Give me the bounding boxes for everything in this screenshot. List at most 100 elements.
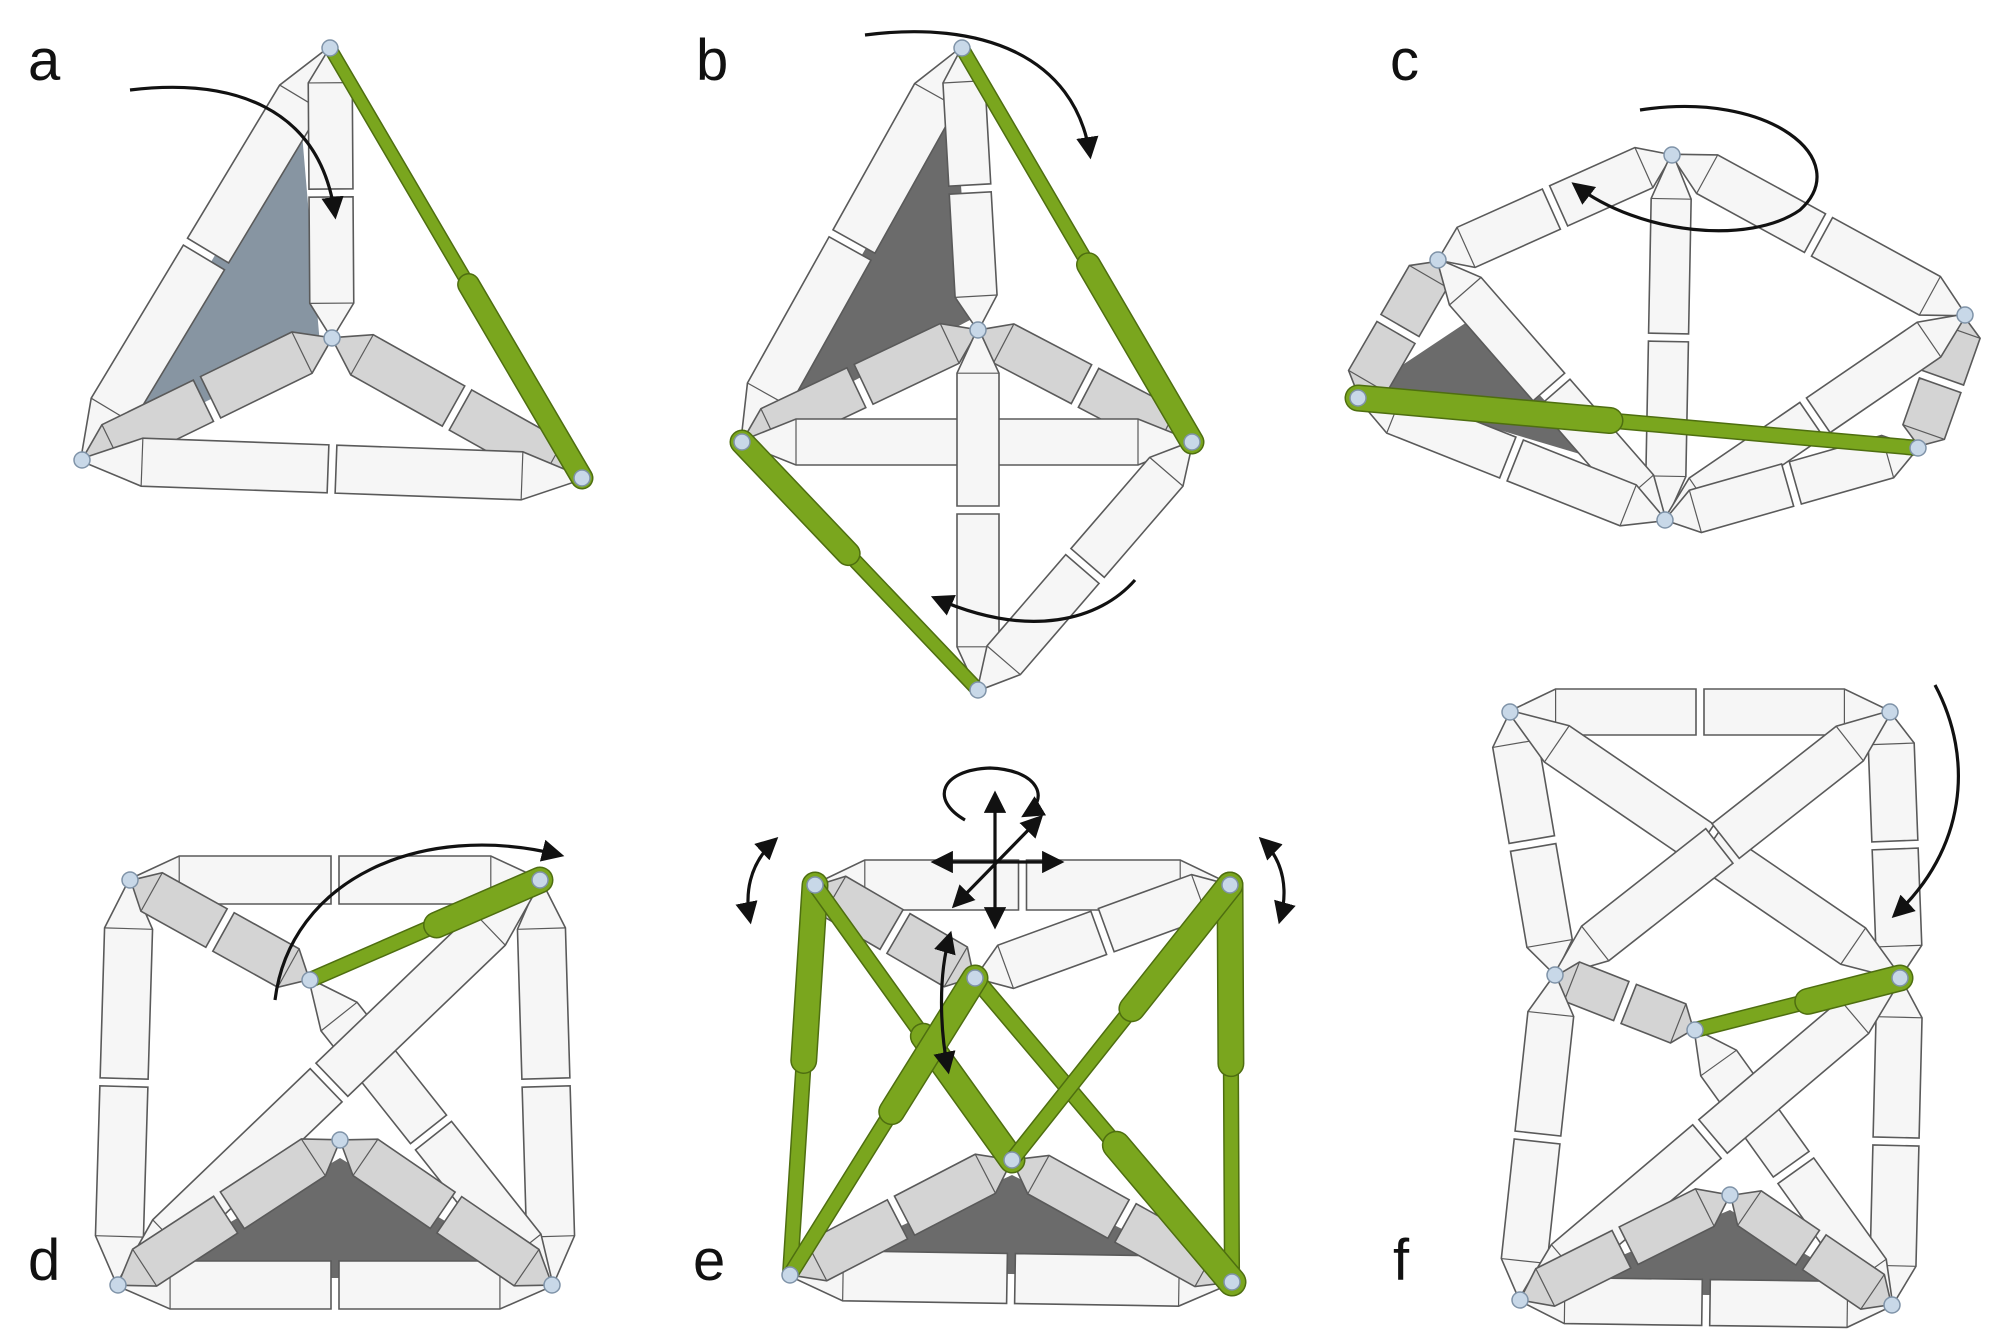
panel-d-structure <box>94 855 576 1310</box>
strut-seam <box>986 645 1021 676</box>
strut-seam <box>1619 484 1637 527</box>
strut-seam <box>1694 1188 1715 1227</box>
shaded-face <box>1535 1210 1880 1298</box>
strut-seam <box>1526 938 1573 948</box>
strut-segment <box>333 333 466 428</box>
white-strut <box>307 51 355 335</box>
panel-e-structure <box>781 859 1247 1307</box>
panel-c: c <box>1344 28 1981 534</box>
strut-seam <box>1840 927 1867 965</box>
strut-seam <box>1868 742 1915 746</box>
green-strut-sleeve <box>1346 386 1622 433</box>
panel-label-b: b <box>696 28 728 93</box>
joint-node <box>966 969 984 987</box>
panel-label-c: c <box>1390 28 1419 93</box>
joint-node <box>953 39 971 57</box>
panel-f-structure <box>1491 688 1923 1329</box>
joint-node <box>1349 389 1367 407</box>
joint-node <box>1663 146 1681 164</box>
strut-seam <box>974 1153 997 1194</box>
joint-node <box>301 971 319 989</box>
panel-e: e <box>693 766 1296 1307</box>
joint-node <box>1546 966 1564 984</box>
green-strut-sleeve <box>1218 873 1243 1076</box>
joint-node <box>969 321 987 339</box>
translation-rotation-axes-icon <box>930 766 1065 930</box>
strut-seam <box>95 1235 144 1238</box>
green-strut-sleeve <box>458 274 592 488</box>
strut-seam <box>997 945 1015 989</box>
strut-seam <box>320 1001 358 1032</box>
strut-seam <box>992 323 1015 364</box>
strut-seam <box>517 927 566 930</box>
strut-seam <box>1860 1274 1885 1310</box>
strut-segment <box>308 196 355 335</box>
rotation-arrow <box>1258 836 1296 925</box>
strut-seam <box>1027 1155 1050 1195</box>
strut-seam <box>1456 227 1476 268</box>
joint-node <box>543 1276 561 1294</box>
rotation-arrow <box>930 578 1137 623</box>
strut-segment <box>1620 983 1694 1044</box>
white-strut <box>956 333 1000 687</box>
panel-f: f <box>1393 684 1960 1329</box>
strut-seam <box>1700 1049 1737 1077</box>
joint-node <box>109 1276 127 1294</box>
white-strut <box>94 883 154 1282</box>
joint-node <box>1183 433 1201 451</box>
joint-node <box>781 1266 799 1284</box>
panel-b-structure <box>729 39 1205 699</box>
strut-seam <box>291 331 313 374</box>
strut-segment <box>85 437 330 494</box>
green-strut-sleeve <box>791 873 827 1073</box>
joint-node <box>1686 1021 1704 1039</box>
strut-seam <box>1876 1016 1923 1019</box>
strut-seam <box>1875 944 1922 948</box>
rotation-arrow <box>1571 104 1819 233</box>
strut-seam <box>140 438 144 487</box>
strut-seam <box>1527 1010 1574 1018</box>
panel-c-structure <box>1344 146 1981 534</box>
strut-seam <box>1535 1268 1556 1307</box>
strut-seam <box>1669 1003 1687 1044</box>
joint-node <box>1909 439 1927 457</box>
strut-segment <box>211 911 309 989</box>
joint-node <box>1721 1186 1739 1204</box>
white-strut <box>1867 715 1923 975</box>
white-strut <box>1439 146 1671 269</box>
strut-seam <box>1737 1190 1762 1226</box>
panel-label-d: d <box>28 1228 60 1293</box>
rotation-arrow <box>273 839 565 1001</box>
green-strut-sleeve <box>1077 253 1203 453</box>
joint-node <box>1656 511 1674 529</box>
rotation-arrow <box>864 30 1099 160</box>
strut-seam <box>1563 961 1581 1002</box>
strut-seam <box>1902 424 1945 440</box>
joint-node <box>1883 1296 1901 1314</box>
white-strut <box>1673 153 1964 317</box>
panel-label-e: e <box>693 1228 725 1293</box>
joint-node <box>323 329 341 347</box>
strut-seam <box>1581 925 1610 962</box>
strut-segment <box>745 418 964 466</box>
strut-segment <box>1810 216 1964 317</box>
joint-node <box>73 451 91 469</box>
strut-seam <box>1449 276 1482 306</box>
strut-seam <box>277 948 300 988</box>
strut-seam <box>955 294 998 298</box>
shaded-face <box>135 1158 540 1278</box>
panel-label-f: f <box>1393 1228 1410 1293</box>
white-strut <box>1645 158 1692 517</box>
strut-seam <box>1688 490 1702 533</box>
joint-node <box>331 1131 349 1149</box>
panel-b: b <box>696 28 1205 699</box>
white-strut <box>745 418 1189 466</box>
white-strut <box>1730 1189 1892 1311</box>
white-strut <box>1556 961 1694 1044</box>
joint-node <box>573 469 591 487</box>
joint-node <box>1501 703 1519 721</box>
strut-seam <box>140 872 163 912</box>
joint-node <box>1511 1291 1529 1309</box>
white-strut <box>1902 316 1981 447</box>
